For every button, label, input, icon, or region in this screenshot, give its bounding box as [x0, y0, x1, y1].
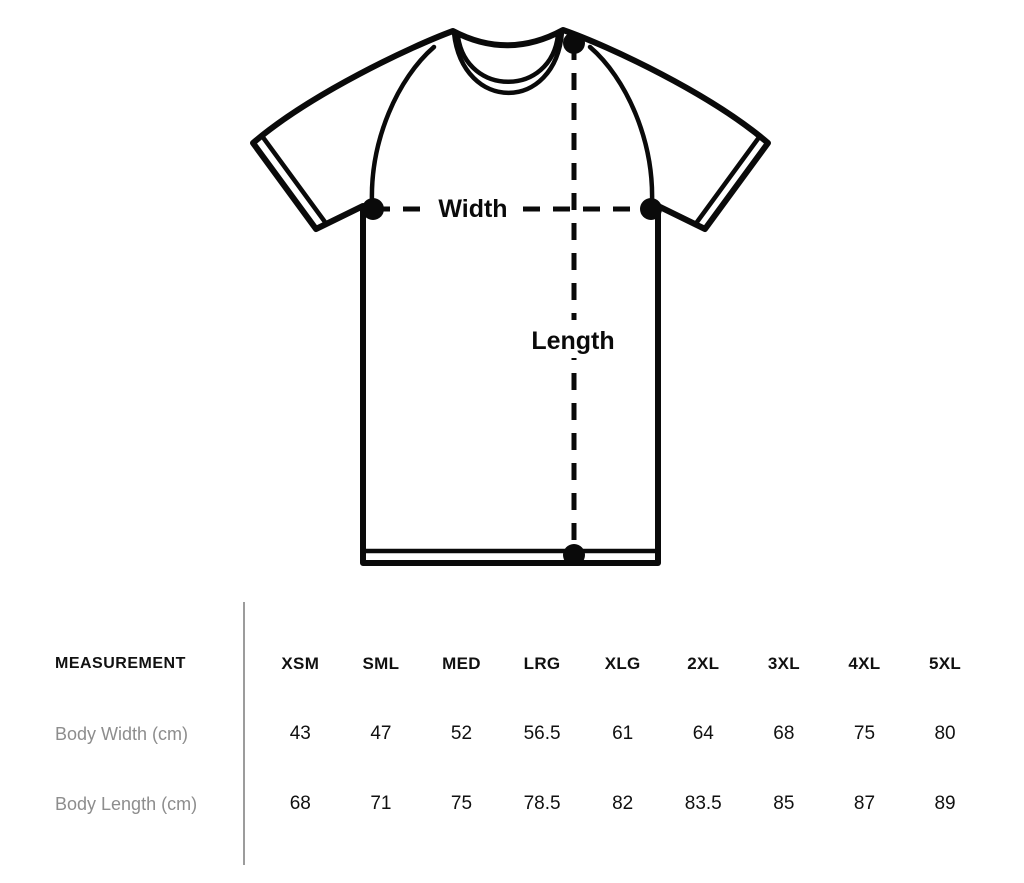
hem-point-dot: [563, 544, 585, 566]
right-armpit-dot: [640, 198, 662, 220]
body-length-sml: 71: [370, 793, 392, 814]
size-header-4xl: 4XL: [848, 654, 881, 673]
body-length-3xl: 85: [773, 793, 795, 814]
shoulder-point-dot: [563, 32, 585, 54]
body-width-lrg: 56.5: [523, 723, 561, 744]
body-width-med: 52: [450, 723, 473, 744]
left-cuff-seam: [259, 133, 328, 225]
body-width-xsm: 43: [289, 723, 311, 744]
tshirt-diagram: Width Length: [250, 27, 771, 566]
measurement-table: MEASUREMENT XSM SML MED LRG XLG 2XL 3XL …: [0, 602, 1024, 883]
body-length-label: Body Length (cm): [55, 793, 198, 814]
collar-outer-arc: [451, 29, 565, 96]
body-width-2xl: 64: [692, 723, 714, 744]
size-header-med: MED: [442, 654, 481, 673]
body-width-label: Body Width (cm): [55, 723, 189, 744]
length-label: Length: [531, 327, 614, 355]
left-armhole-seam: [369, 44, 437, 206]
collar-inner-arc: [455, 32, 561, 84]
body-width-4xl: 75: [853, 723, 876, 744]
body-width-xlg: 61: [612, 723, 634, 744]
size-header-sml: SML: [362, 654, 400, 673]
body-length-xsm: 68: [289, 793, 311, 814]
body-length-med: 75: [450, 793, 473, 814]
body-width-3xl: 68: [773, 723, 795, 744]
size-header-xsm: XSM: [281, 654, 320, 673]
body-length-5xl: 89: [934, 793, 956, 814]
right-cuff-seam: [694, 133, 763, 225]
width-label-backplate: [433, 190, 513, 226]
measurement-header: MEASUREMENT: [55, 655, 186, 672]
body-length-row: Body Length (cm) 68 71 75 78.5 82 83.5 8…: [0, 790, 1010, 818]
table-divider-line: [243, 602, 245, 865]
size-header-2xl: 2XL: [687, 654, 720, 673]
body-width-row: Body Width (cm) 43 47 52 56.5 61 64 68 7…: [0, 720, 1010, 748]
size-header-3xl: 3XL: [767, 654, 800, 673]
body-length-xlg: 82: [612, 793, 634, 814]
body-length-2xl: 83.5: [684, 793, 722, 814]
length-label-backplate: [526, 320, 621, 358]
right-armhole-seam: [587, 44, 655, 206]
size-header-xlg: XLG: [604, 654, 641, 673]
body-width-sml: 47: [370, 723, 392, 744]
table-header-row: MEASUREMENT XSM SML MED LRG XLG 2XL 3XL …: [0, 650, 1010, 678]
body-length-lrg: 78.5: [523, 793, 561, 814]
tshirt-outline: [250, 27, 771, 566]
size-header-5xl: 5XL: [929, 654, 962, 673]
body-width-5xl: 80: [934, 723, 956, 744]
body-length-4xl: 87: [853, 793, 876, 814]
size-header-lrg: LRG: [523, 654, 561, 673]
left-armpit-dot: [362, 198, 384, 220]
width-label: Width: [438, 195, 507, 223]
